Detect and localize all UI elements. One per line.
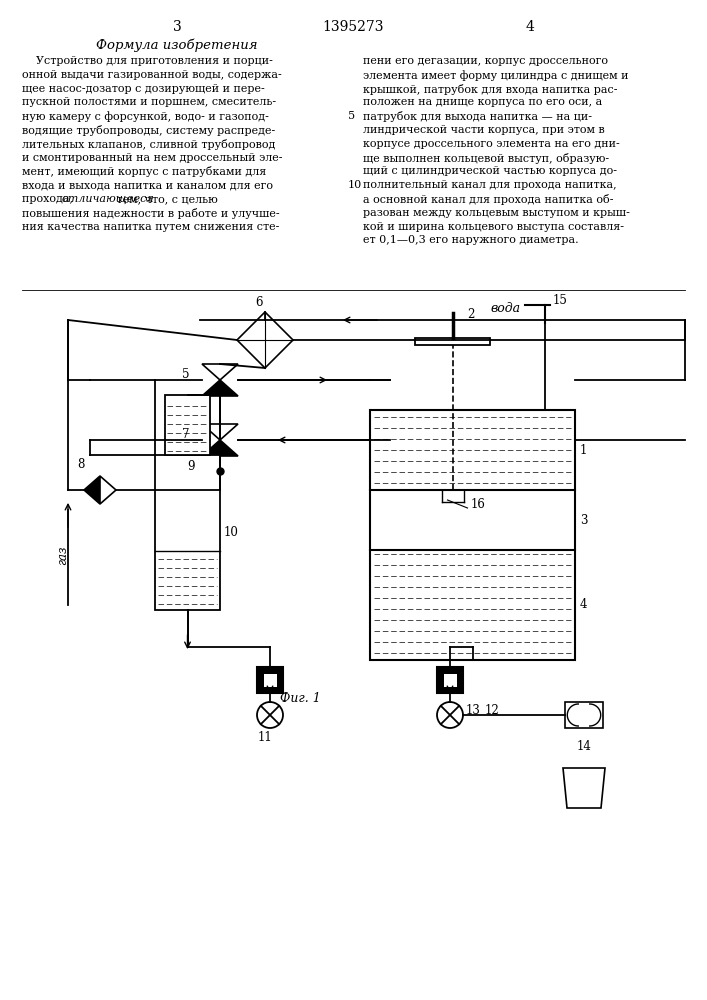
Text: кой и ширина кольцевого выступа составля-: кой и ширина кольцевого выступа составля… [363,222,624,232]
Text: 15: 15 [553,294,568,308]
FancyBboxPatch shape [437,667,463,693]
Bar [415,338,490,345]
Text: лительных клапанов, сливной трубопровод: лительных клапанов, сливной трубопровод [22,139,275,150]
Text: 14: 14 [577,740,592,753]
Text: ще выполнен кольцевой выступ, образую-: ще выполнен кольцевой выступ, образую- [363,153,609,164]
FancyBboxPatch shape [264,674,276,686]
Text: а основной канал для прохода напитка об-: а основной канал для прохода напитка об- [363,194,614,205]
Text: 13: 13 [466,704,481,716]
Text: 9: 9 [187,460,195,473]
Text: полнительный канал для прохода напитка,: полнительный канал для прохода напитка, [363,180,617,190]
Bar [165,395,210,455]
Text: 5: 5 [348,111,355,121]
FancyBboxPatch shape [443,674,457,686]
FancyBboxPatch shape [257,667,283,693]
Text: 10: 10 [224,526,239,539]
Text: Формула изобретения: Формула изобретения [96,38,258,51]
Polygon shape [202,440,238,456]
Text: корпусе дроссельного элемента на его дни-: корпусе дроссельного элемента на его дни… [363,139,620,149]
Text: пени его дегазации, корпус дроссельного: пени его дегазации, корпус дроссельного [363,56,608,66]
Text: 4: 4 [525,20,534,34]
Text: щий с цилиндрической частью корпуса до-: щий с цилиндрической частью корпуса до- [363,166,617,176]
Bar [370,410,575,660]
Bar [565,702,603,728]
Text: 5: 5 [182,368,189,381]
Polygon shape [202,424,238,440]
Text: повышения надежности в работе и улучше-: повышения надежности в работе и улучше- [22,208,280,219]
Bar [155,455,220,610]
Text: 3: 3 [580,514,588,526]
Text: 11: 11 [257,731,272,744]
Polygon shape [84,476,100,504]
Text: щее насос-дозатор с дозирующей и пере-: щее насос-дозатор с дозирующей и пере- [22,84,264,94]
Text: 6: 6 [255,296,263,309]
Text: 1: 1 [580,444,588,456]
Text: ную камеру с форсункой, водо- и газопод-: ную камеру с форсункой, водо- и газопод- [22,111,269,122]
Text: 16: 16 [470,498,486,512]
Text: крышкой, патрубок для входа напитка рас-: крышкой, патрубок для входа напитка рас- [363,84,617,95]
Text: патрубок для выхода напитка — на ци-: патрубок для выхода напитка — на ци- [363,111,592,122]
Text: вода: вода [490,302,520,315]
Text: линдрической части корпуса, при этом в: линдрической части корпуса, при этом в [363,125,604,135]
Text: мент, имеющий корпус с патрубками для: мент, имеющий корпус с патрубками для [22,166,267,177]
Text: элемента имеет форму цилиндра с днищем и: элемента имеет форму цилиндра с днищем и [363,70,629,81]
Text: газ: газ [57,545,69,565]
Text: тем, что, с целью: тем, что, с целью [113,194,218,204]
Text: 4: 4 [580,598,588,611]
Polygon shape [563,768,605,808]
Text: прохода,: прохода, [22,194,76,204]
Text: онной выдачи газированной воды, содержа-: онной выдачи газированной воды, содержа- [22,70,282,80]
Text: и смонтированный на нем дроссельный эле-: и смонтированный на нем дроссельный эле- [22,153,283,163]
Text: пускной полостями и поршнем, смеситель-: пускной полостями и поршнем, смеситель- [22,97,276,107]
Text: разован между кольцевым выступом и крыш-: разован между кольцевым выступом и крыш- [363,208,630,218]
Text: 1395273: 1395273 [322,20,384,34]
Polygon shape [237,312,293,368]
Polygon shape [202,380,238,396]
Text: входа и выхода напитка и каналом для его: входа и выхода напитка и каналом для его [22,180,273,190]
Text: водящие трубопроводы, систему распреде-: водящие трубопроводы, систему распреде- [22,125,275,136]
Text: 7: 7 [182,428,189,442]
Text: 10: 10 [348,180,362,190]
Polygon shape [202,364,238,380]
Text: ет 0,1—0,3 его наружного диаметра.: ет 0,1—0,3 его наружного диаметра. [363,235,578,245]
Text: 12: 12 [485,704,500,716]
Text: положен на днище корпуса по его оси, а: положен на днище корпуса по его оси, а [363,97,602,107]
Text: Фиг. 1: Фиг. 1 [280,692,320,705]
Text: 3: 3 [173,20,182,34]
Text: 2: 2 [467,308,475,322]
Text: 8: 8 [77,458,85,471]
Text: ния качества напитка путем снижения сте-: ния качества напитка путем снижения сте- [22,222,279,232]
Polygon shape [100,476,116,504]
Text: Устройство для приготовления и порци-: Устройство для приготовления и порци- [22,56,273,66]
Text: отличающееся: отличающееся [61,194,154,204]
